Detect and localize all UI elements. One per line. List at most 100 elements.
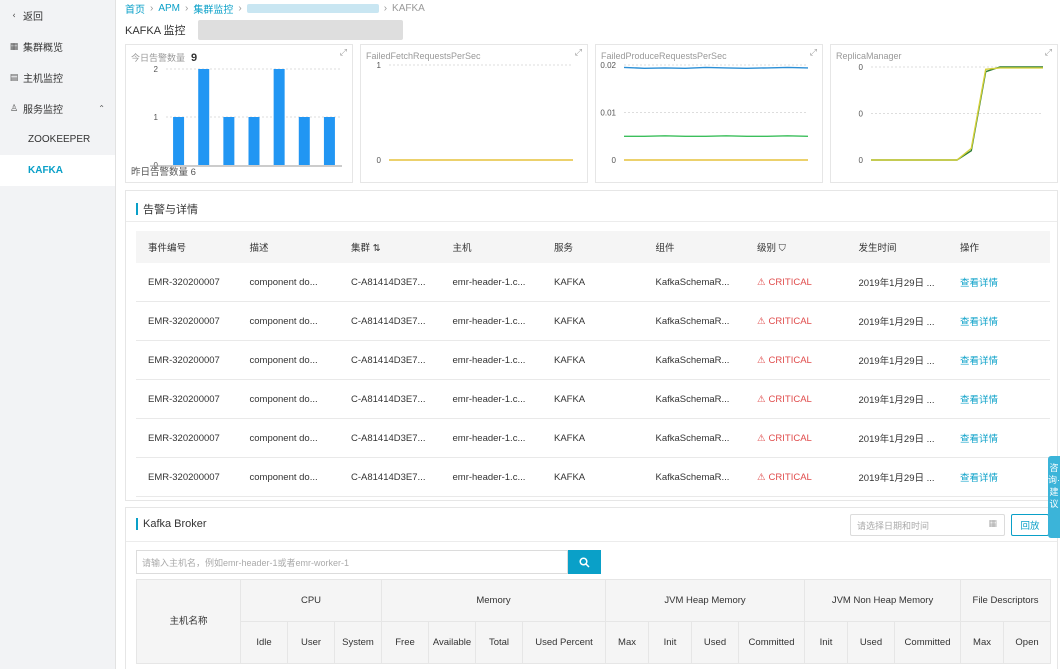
- cell-time: 2019年1月29日 ...: [858, 317, 935, 328]
- yesterday-alert-count: 昨日告警数量 6: [131, 167, 196, 178]
- cell-action[interactable]: 查看详情: [960, 395, 999, 406]
- sidebar-subitem-kafka[interactable]: KAFKA: [0, 155, 115, 186]
- series-line-s2: [624, 135, 809, 138]
- cell-service: KAFKA: [554, 393, 586, 405]
- th-heap-used: Used: [691, 621, 740, 664]
- expand-icon[interactable]: ⤢: [574, 48, 582, 58]
- section-divider: [126, 221, 1057, 222]
- th-jvm-heap: JVM Heap Memory: [605, 579, 806, 622]
- cell-level: ⚠ CRITICAL: [745, 355, 847, 366]
- cell-host: emr-header-1.c...: [452, 432, 526, 444]
- expand-icon[interactable]: ⤢: [809, 48, 817, 58]
- sidebar-subitem-label: ZOOKEEPER: [28, 134, 91, 145]
- sidebar-item-label: 主机监控: [23, 74, 63, 85]
- y-tick-label: 0: [859, 156, 864, 165]
- col-level[interactable]: 级别 ⛉: [745, 240, 847, 254]
- th-mem-total: Total: [475, 621, 524, 664]
- y-tick-label: 0: [612, 156, 617, 165]
- y-tick-label: 0.01: [600, 109, 616, 118]
- warning-icon: ⚠: [757, 276, 769, 288]
- level-text: CRITICAL: [768, 393, 812, 405]
- th-mem-available: Available: [428, 621, 477, 664]
- col-cluster[interactable]: 集群 ⇅: [351, 243, 381, 254]
- sidebar-subitem-zookeeper[interactable]: ZOOKEEPER: [0, 124, 115, 155]
- search-button[interactable]: [568, 550, 601, 574]
- col-component: 组件: [655, 243, 675, 254]
- sidebar-subitem-label: KAFKA: [28, 165, 63, 176]
- sidebar-item-label: 集群概览: [23, 43, 63, 54]
- cell-component: KafkaSchemaR...: [655, 432, 730, 444]
- date-time-placeholder: 请选择日期和时间: [857, 520, 930, 531]
- cell-desc: component do...: [249, 354, 318, 366]
- table-row: EMR-320200007 component do... C-A81414D3E7…: [136, 263, 1050, 302]
- y-tick-label: 0: [859, 110, 864, 119]
- level-text: CRITICAL: [768, 315, 812, 327]
- sidebar-item-cluster-overview[interactable]: ▦ 集群概览: [0, 31, 115, 62]
- filter-icon[interactable]: ⛉: [778, 243, 786, 254]
- feedback-tab[interactable]: 咨询·建议: [1048, 456, 1060, 538]
- host-search-input[interactable]: 请输入主机名，例如emr-header-1或者emr-worker-1: [136, 550, 568, 574]
- col-action: 操作: [960, 243, 980, 254]
- cell-desc: component do...: [249, 432, 318, 444]
- th-fd-max: Max: [960, 621, 1005, 664]
- alert-count-label: 今日告警数量: [131, 53, 186, 63]
- date-time-input[interactable]: 请选择日期和时间 ▦: [850, 514, 1005, 536]
- y-tick-label: 0: [377, 156, 382, 165]
- sidebar-item-service-monitor[interactable]: ♙ 服务监控 ⌃: [0, 93, 115, 124]
- expand-icon[interactable]: ⤢: [1044, 48, 1052, 58]
- table-row: EMR-320200007 component do... C-A81414D3E7…: [136, 380, 1050, 419]
- warning-icon: ⚠: [757, 393, 769, 405]
- server-icon: ▤: [9, 72, 19, 83]
- col-service: 服务: [554, 243, 574, 254]
- col-description: 描述: [249, 243, 269, 254]
- breadcrumb-cluster[interactable]: 集群监控: [193, 5, 234, 16]
- produce-chart-card: FailedProduceRequestsPerSec ⤢ 0 0.01 0.02: [595, 44, 823, 183]
- cell-host: emr-header-1.c...: [452, 393, 526, 405]
- cell-action[interactable]: 查看详情: [960, 317, 999, 328]
- breadcrumb-home[interactable]: 首页: [125, 5, 145, 16]
- level-text: CRITICAL: [768, 354, 812, 366]
- cell-service: KAFKA: [554, 432, 586, 444]
- search-icon: [579, 556, 590, 568]
- breadcrumb: 首页 › APM › 集群监控 › › KAFKA: [125, 1, 425, 16]
- cell-cluster: C-A81414D3E7...: [351, 471, 426, 483]
- sidebar: ‹ 返回 ▦ 集群概览 ▤ 主机监控 ♙ 服务监控 ⌃ ZOOKEEPER KA…: [0, 0, 116, 669]
- cell-action[interactable]: 查看详情: [960, 434, 999, 445]
- cell-desc: component do...: [249, 393, 318, 405]
- breadcrumb-apm[interactable]: APM: [158, 3, 181, 14]
- cell-time: 2019年1月29日 ...: [858, 434, 935, 445]
- breadcrumb-sep: ›: [238, 3, 242, 14]
- broker-section-title: Kafka Broker: [136, 518, 207, 530]
- warning-icon: ⚠: [757, 315, 769, 327]
- cell-action[interactable]: 查看详情: [960, 473, 999, 484]
- cell-action[interactable]: 查看详情: [960, 356, 999, 367]
- cell-id: EMR-320200007: [148, 432, 220, 444]
- alert-count-title: 今日告警数量 9: [131, 51, 197, 64]
- alerts-section-title: 告警与详情: [136, 201, 198, 217]
- replay-button[interactable]: 回放: [1011, 514, 1049, 536]
- sidebar-item-host-monitor[interactable]: ▤ 主机监控: [0, 62, 115, 93]
- breadcrumb-redacted[interactable]: [246, 4, 379, 13]
- back-label: 返回: [23, 12, 43, 23]
- th-nonheap-used: Used: [847, 621, 896, 664]
- col-time: 发生时间: [858, 243, 897, 254]
- col-host: 主机: [452, 243, 472, 254]
- table-row: EMR-320200007 component do... C-A81414D3E7…: [136, 419, 1050, 458]
- back-button[interactable]: ‹ 返回: [0, 0, 115, 31]
- cell-id: EMR-320200007: [148, 471, 220, 483]
- expand-icon[interactable]: ⤢: [339, 48, 347, 58]
- section-divider: [126, 541, 1057, 542]
- th-host-name: 主机名称: [136, 579, 241, 664]
- alert-count-value: 9: [191, 52, 198, 64]
- cell-level: ⚠ CRITICAL: [745, 472, 847, 483]
- bar: [173, 117, 185, 165]
- bar: [248, 117, 260, 165]
- y-tick-label: 1: [154, 113, 159, 122]
- cell-action[interactable]: 查看详情: [960, 278, 999, 289]
- warning-icon: ⚠: [757, 432, 769, 444]
- cell-component: KafkaSchemaR...: [655, 354, 730, 366]
- fetch-line-chart: 01: [377, 61, 573, 165]
- level-text: CRITICAL: [768, 471, 812, 483]
- th-heap-max: Max: [605, 621, 650, 664]
